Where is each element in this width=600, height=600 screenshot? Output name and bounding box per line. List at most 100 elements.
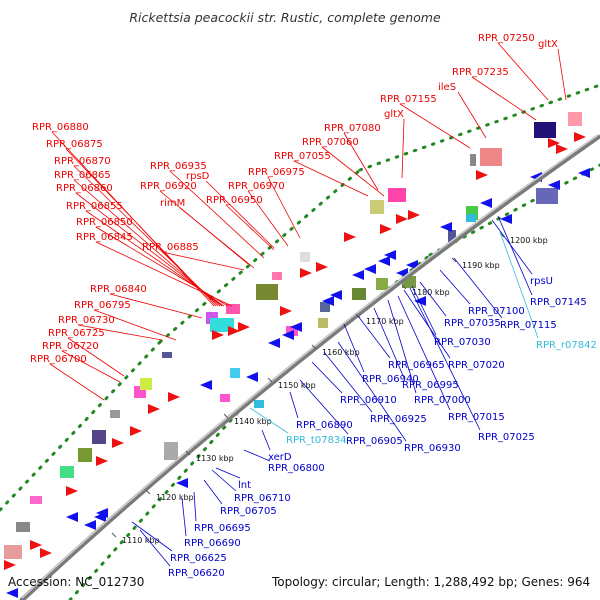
inner-label-leader: [211, 469, 237, 492]
inner-label-leader: [439, 269, 471, 305]
outer-gene-label: RPR_07055: [274, 151, 331, 162]
forward-gene-arrow: [130, 426, 142, 436]
inner-gene-label: RPR_06800: [268, 463, 325, 474]
forward-gene-arrow: [556, 144, 568, 154]
forward-gene-arrow: [344, 232, 356, 242]
inner-gene-label: RPR_06995: [402, 380, 459, 391]
outer-gene-label: RPR_06860: [56, 183, 113, 194]
forward-gene-arrow: [476, 170, 488, 180]
inner-gene-label: RPR_r07842: [536, 340, 597, 351]
kbp-tick-mark: [267, 377, 273, 383]
reverse-gene-arrow: [246, 372, 258, 382]
inner-gene-label: RPR_06625: [170, 553, 227, 564]
inner-label-leader: [499, 231, 539, 339]
reverse-gene-arrow: [66, 512, 78, 522]
outer-label-leader: [109, 293, 203, 319]
outer-gene-label: RPR_06950: [206, 195, 263, 206]
inner-gene-label: RPR_t07834: [286, 435, 347, 446]
gene-labels: RPR_07250gltXRPR_07235ileSRPR_07155gltXR…: [30, 33, 597, 579]
outer-gene-label: RPR_06865: [54, 170, 111, 181]
reverse-gene-arrow: [440, 222, 452, 232]
reverse-gene-arrow: [290, 322, 302, 332]
forward-gene-arrow: [300, 268, 312, 278]
outer-label-leader: [247, 190, 289, 247]
inner-gene-label: RPR_06930: [404, 443, 461, 454]
forward-gene-arrow: [148, 404, 160, 414]
outer-label-leader: [169, 170, 265, 259]
outer-gene-label: RPR_07250: [478, 33, 535, 44]
forward-gene-arrow: [112, 438, 124, 448]
inner-track-dots: [68, 408, 242, 600]
outer-label-leader: [457, 91, 487, 139]
reverse-gene-arrow: [378, 256, 390, 266]
genome-backbone: [19, 134, 600, 600]
kbp-tick-label: 1120 kbp: [156, 493, 194, 502]
reverse-gene-arrow: [364, 264, 376, 274]
outer-track-dots: [0, 340, 162, 512]
inner-gene-label: RPR_06965: [388, 360, 445, 371]
reverse-gene-arrow: [384, 250, 396, 260]
reverse-gene-arrow: [84, 520, 96, 530]
outer-gene-label: RPR_06850: [76, 217, 133, 228]
outer-gene-label: RPR_06700: [30, 354, 87, 365]
kbp-tick-mark: [223, 413, 229, 419]
gene-block: [300, 252, 310, 262]
reverse-gene-arrow: [176, 478, 188, 488]
outer-gene-label: RPR_06970: [228, 181, 285, 192]
reverse-gene-arrow: [322, 296, 334, 306]
inner-gene-label: RPR_07000: [414, 395, 471, 406]
outer-gene-label: RPR_06720: [42, 341, 99, 352]
gene-block: [140, 378, 152, 390]
forward-gene-arrow: [168, 392, 180, 402]
gene-block: [30, 496, 42, 504]
inner-gene-label: RPR_07025: [478, 432, 535, 443]
kbp-tick-mark: [145, 489, 151, 495]
forward-gene-arrow: [212, 330, 224, 340]
outer-label-leader: [61, 350, 121, 383]
forward-gene-arrow: [238, 322, 250, 332]
inner-gene-label: lnt: [238, 480, 251, 491]
gene-block: [376, 278, 388, 290]
reverse-gene-arrow: [330, 290, 342, 300]
inner-gene-label: RPR_07115: [500, 320, 557, 331]
outer-gene-label: rpsD: [186, 171, 210, 182]
outer-track-dots: [158, 168, 362, 344]
reverse-gene-arrow: [578, 168, 590, 178]
outer-gene-label: RPR_06870: [54, 156, 111, 167]
inner-label-leader: [261, 429, 271, 451]
inner-gene-label: RPR_06620: [168, 568, 225, 579]
kbp-tick-label: 1180 kbp: [412, 288, 450, 297]
forward-gene-arrow: [30, 540, 42, 550]
outer-label-leader: [205, 180, 275, 249]
inner-label-leader: [491, 219, 533, 275]
forward-gene-arrow: [396, 214, 408, 224]
inner-label-leader: [243, 449, 271, 462]
inner-gene-label: RPR_07030: [434, 337, 491, 348]
kbp-tick-mark: [185, 450, 191, 456]
forward-gene-arrow: [40, 548, 52, 558]
outer-gene-label: RPR_06840: [90, 284, 147, 295]
gene-block: [272, 272, 282, 280]
outer-gene-label: RPR_06880: [32, 122, 89, 133]
inner-label-leader: [139, 529, 171, 567]
outer-gene-label: RPR_06920: [140, 181, 197, 192]
gene-block: [448, 230, 456, 242]
kbp-tick-label: 1190 kbp: [462, 261, 500, 270]
outer-label-leader: [321, 146, 385, 197]
inner-gene-label: RPR_07145: [530, 297, 587, 308]
outer-label-leader: [497, 42, 549, 101]
inner-label-leader: [387, 299, 417, 394]
forward-gene-arrow: [66, 486, 78, 496]
gene-block: [220, 394, 230, 402]
inner-label-leader: [299, 379, 349, 435]
inner-gene-label: RPR_07015: [448, 412, 505, 423]
outer-gene-label: RPR_06875: [46, 139, 103, 150]
outer-gene-label: RPR_07235: [452, 67, 509, 78]
outer-label-leader: [49, 363, 105, 401]
outer-label-leader: [77, 324, 163, 341]
inner-label-leader: [289, 391, 299, 419]
kbp-tick-label: 1160 kbp: [322, 348, 360, 357]
outer-gene-label: RPR_06855: [66, 201, 123, 212]
outer-label-leader: [75, 192, 223, 307]
inner-label-leader: [409, 287, 481, 431]
